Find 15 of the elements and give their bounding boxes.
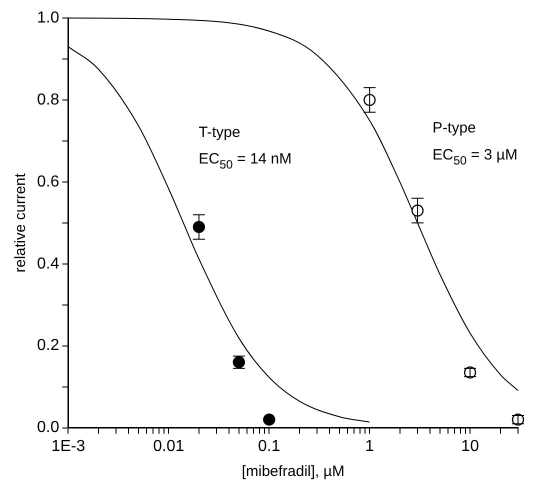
y-tick-label: 0.6: [36, 173, 60, 190]
x-tick-label: 1: [365, 438, 374, 455]
x-tick-label: 0.01: [153, 438, 184, 455]
y-tick-label: 0.8: [36, 91, 60, 108]
y-axis-title: relative current: [12, 172, 30, 273]
y-tick-label: 0.4: [36, 255, 60, 272]
x-tick-label: 1E-3: [51, 438, 86, 455]
x-axis-title: [mibefradil], µM: [242, 463, 345, 480]
y-tick-label: 0.2: [36, 337, 60, 354]
y-tick-label: 1.0: [36, 9, 60, 26]
annotation: P-type: [432, 120, 476, 137]
annotation: T-type: [198, 124, 240, 141]
x-tick-label: 10: [461, 438, 480, 455]
y-tick-label: 0.0: [36, 419, 60, 436]
x-tick-label: 0.1: [258, 438, 280, 455]
